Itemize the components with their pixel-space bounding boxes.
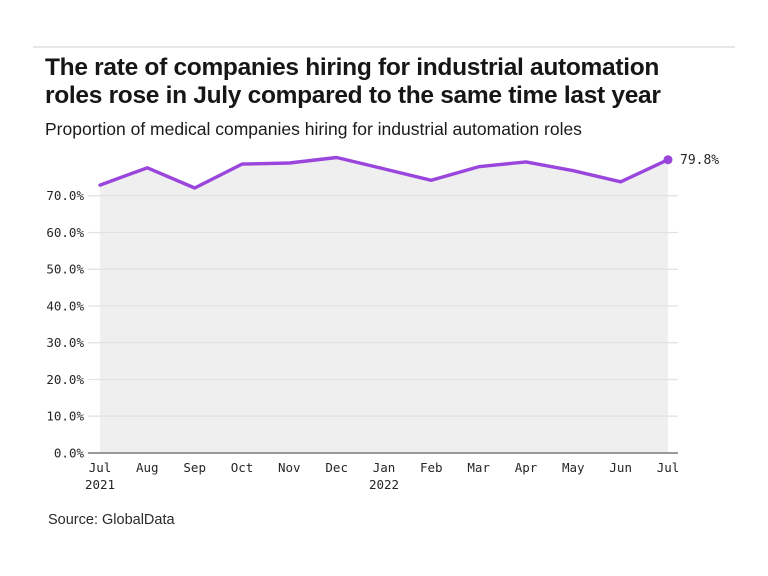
y-axis-tick-label: 70.0% [46,188,84,203]
x-axis-label: Oct [231,460,254,475]
source-attribution: Source: GlobalData [48,512,175,528]
x-axis-label: Jul [89,460,112,475]
y-axis-tick-label: 20.0% [46,372,84,387]
x-axis-label: Apr [515,460,538,475]
x-axis-label: Aug [136,460,159,475]
y-axis-tick-label: 0.0% [54,446,85,461]
chart-title-line1: The rate of companies hiring for industr… [45,54,660,81]
chart-line [98,155,670,190]
x-axis-label: Sep [183,460,206,475]
y-axis-tick-label: 60.0% [46,225,84,240]
y-axis-tick-label: 30.0% [46,335,84,350]
x-axis-label: Nov [278,460,301,475]
end-point-label: 79.8% [680,153,719,168]
x-axis-year-label: 2022 [369,477,399,492]
x-axis-label: Dec [325,460,348,475]
end-point-dot [663,155,673,165]
x-axis-year-label: 2021 [85,477,115,492]
hiring-rate-chart: 0.0% 10.0% 20.0% 30.0% 40.0% 50.0% 60.0% 70.0% J… [0,145,768,497]
x-axis-label: Feb [420,460,443,475]
x-axis-label: Jan [373,460,396,475]
y-axis-tick-label: 40.0% [46,299,84,314]
x-axis-label: Jun [609,460,632,475]
x-axis-label: Mar [467,460,490,475]
y-axis-tick-label: 10.0% [46,409,84,424]
top-divider [33,46,735,48]
x-axis-label: May [562,460,585,475]
x-axis-label: Jul [657,460,680,475]
y-axis-tick-label: 50.0% [46,262,84,277]
chart-area-fill [100,157,668,453]
chart-subtitle: Proportion of medical companies hiring f… [45,119,582,139]
chart-title-line2: roles rose in July compared to the same … [45,81,661,109]
chart-canvas: 0.0% 10.0% 20.0% 30.0% 40.0% 50.0% 60.0% 70.0% J… [46,153,719,492]
chart-title: The rate of companies hiring for industr… [45,54,745,109]
